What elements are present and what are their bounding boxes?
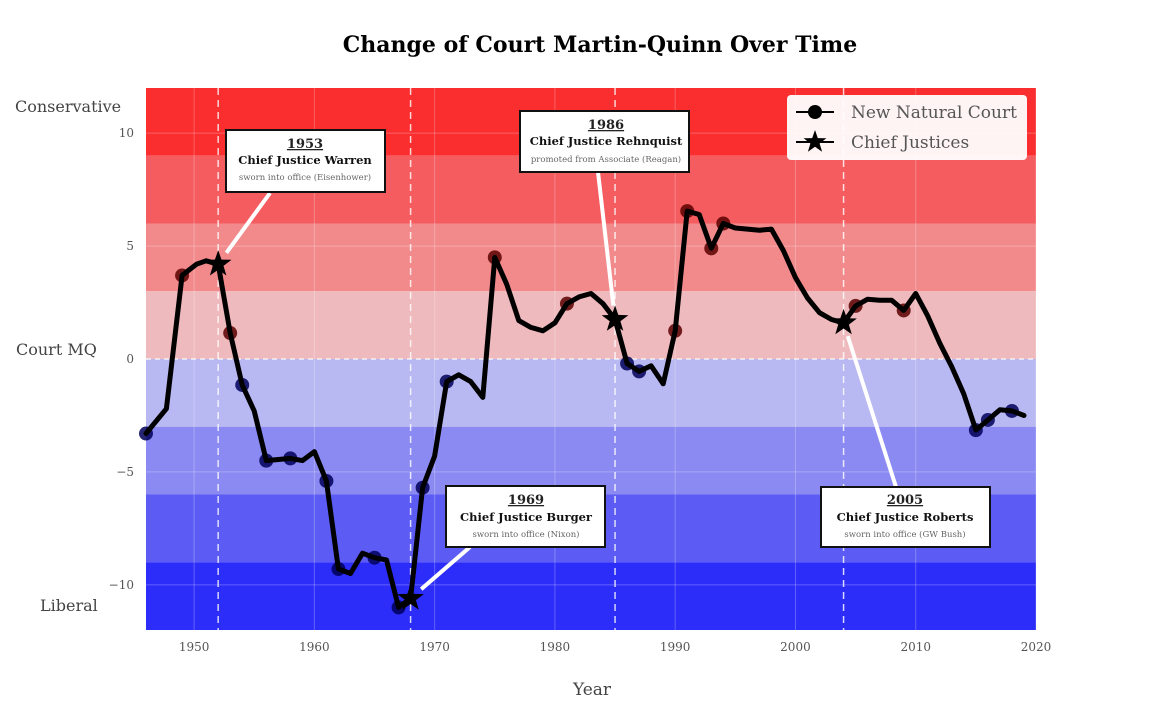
band: [146, 359, 1036, 427]
annotation-rehnquist: 1986 Chief Justice Rehnquist promoted fr…: [519, 110, 690, 173]
chief-justice-lines: [217, 88, 845, 630]
annotation-year: 2005: [887, 493, 923, 508]
annotation-roberts: 2005 Chief Justice Roberts sworn into of…: [820, 486, 991, 548]
x-tick-label: 1960: [299, 640, 330, 654]
annotation-connectors: [224, 171, 898, 591]
y-axis-label: Court MQ: [16, 340, 97, 359]
y-tick-label: −5: [116, 465, 134, 479]
annotation-subtitle: sworn into office (GW Bush): [844, 529, 965, 540]
x-axis-label: Year: [572, 680, 612, 700]
y-tick-label: 5: [126, 239, 134, 253]
legend-circle-icon: [808, 105, 822, 119]
annotation-subtitle: sworn into office (Eisenhower): [239, 172, 371, 183]
chief-justice-star: [204, 250, 232, 276]
chief-justice-star: [397, 584, 424, 610]
x-tick-label: 2000: [780, 640, 811, 654]
y-tick-label: 0: [126, 352, 134, 366]
annotation-title: Chief Justice Warren: [238, 153, 372, 167]
annotation-burger: 1969 Chief Justice Burger sworn into off…: [445, 485, 606, 548]
y-label-liberal: Liberal: [40, 596, 98, 615]
annotation-year: 1953: [287, 137, 323, 152]
y-label-conservative: Conservative: [15, 97, 121, 116]
band: [146, 562, 1036, 630]
x-tick-label: 1980: [540, 640, 571, 654]
x-tick-label: 2020: [1021, 640, 1052, 654]
annotation-warren: 1953 Chief Justice Warren sworn into off…: [225, 129, 386, 193]
x-tick-label: 1950: [179, 640, 210, 654]
chief-justice-star: [601, 305, 629, 331]
y-tick-label: 10: [119, 126, 134, 140]
y-axis-ticks: 10 5 0 −5 −10: [109, 126, 134, 592]
annotation-connector: [224, 191, 272, 254]
band: [146, 291, 1036, 359]
annotation-title: Chief Justice Roberts: [837, 510, 974, 524]
annotation-connector: [845, 335, 898, 488]
legend: New Natural Court Chief Justices: [787, 95, 1027, 160]
x-tick-label: 1990: [660, 640, 691, 654]
x-tick-label: 1970: [419, 640, 450, 654]
annotation-year: 1986: [588, 118, 624, 133]
chief-justice-star: [830, 308, 857, 335]
x-axis-ticks: 1950 1960 1970 1980 1990 2000 2010 2020: [179, 640, 1051, 654]
chart-title: Change of Court Martin-Quinn Over Time: [343, 32, 857, 58]
y-tick-label: −10: [109, 578, 134, 592]
court-mq-line: [143, 208, 1027, 610]
series-layer: [139, 204, 1027, 615]
annotation-connector: [419, 545, 472, 591]
annotation-year: 1969: [508, 493, 544, 508]
legend-label-natural-court: New Natural Court: [851, 103, 1017, 123]
band: [146, 223, 1036, 292]
legend-star-icon: [803, 130, 827, 152]
annotation-connector: [596, 171, 616, 306]
annotation-subtitle: promoted from Associate (Reagan): [531, 154, 681, 165]
annotation-title: Chief Justice Burger: [460, 510, 593, 524]
annotation-subtitle: sworn into office (Nixon): [473, 529, 580, 540]
annotation-title: Chief Justice Rehnquist: [530, 134, 683, 148]
legend-label-chief-justices: Chief Justices: [851, 133, 969, 153]
x-tick-label: 2010: [900, 640, 931, 654]
